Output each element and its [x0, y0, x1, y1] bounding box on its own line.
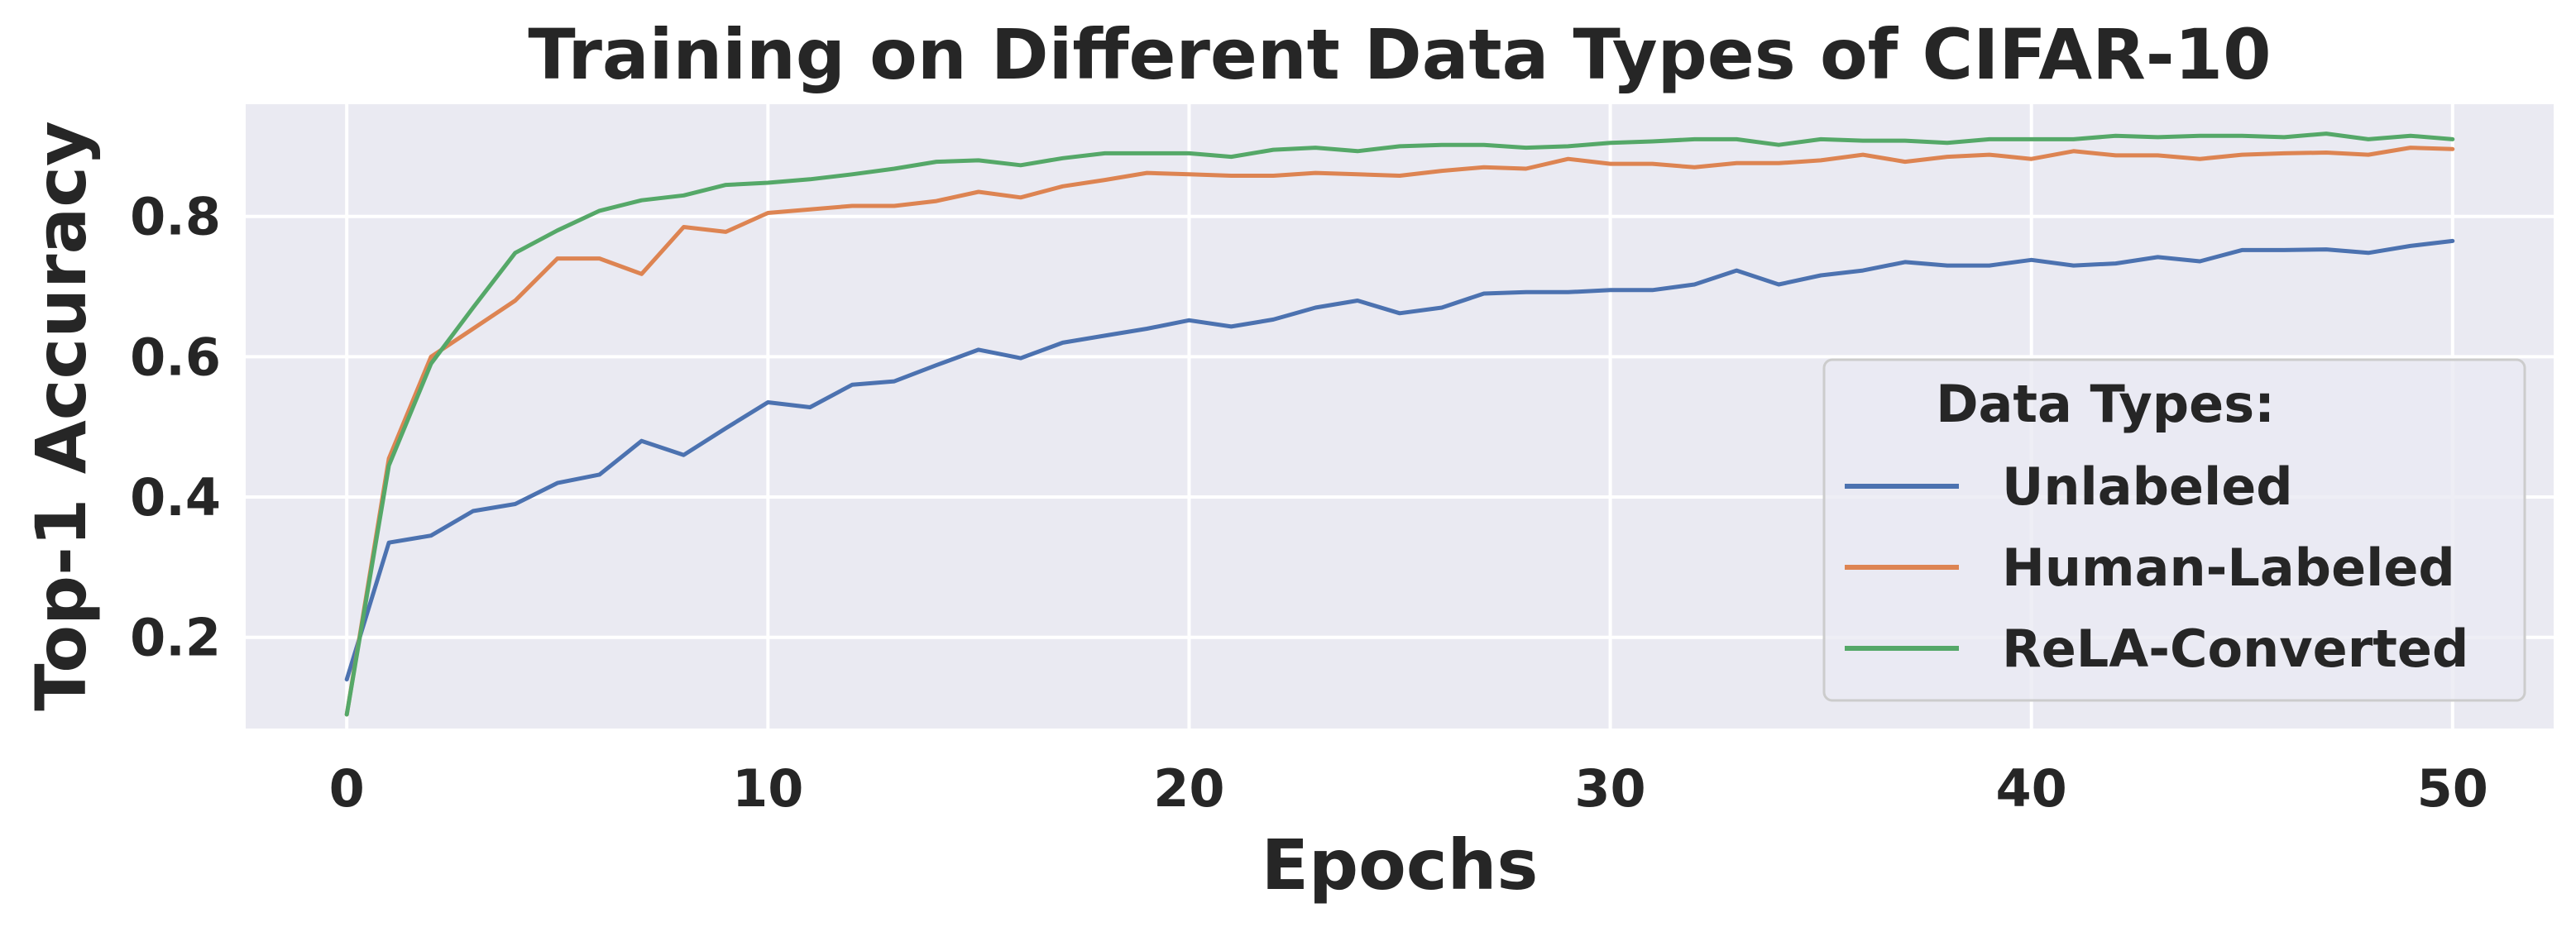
y-tick-label: 0.6 [130, 327, 221, 387]
x-tick-label: 50 [2417, 758, 2488, 819]
legend: Data Types: Unlabeled Human-Labeled ReLA-C… [1822, 358, 2526, 702]
legend-label-rela-converted: ReLA-Converted [2002, 619, 2468, 679]
x-tick-label: 0 [329, 758, 365, 819]
x-axis-label: Epochs [1262, 824, 1539, 905]
y-tick-label: 0.4 [130, 467, 221, 528]
y-axis-label: Top-1 Accuracy [21, 121, 102, 711]
series-line-rela-converted [344, 131, 2455, 717]
y-tick-label: 0.8 [130, 187, 221, 247]
y-tick-label: 0.2 [130, 608, 221, 668]
x-tick-label: 30 [1574, 758, 1645, 819]
series-line-unlabeled [344, 238, 2455, 682]
series-line-human-labeled [344, 146, 2455, 717]
legend-title: Data Types: [1936, 374, 2275, 434]
ticks: 0 10 20 30 40 50 0.2 0.4 0.6 0.8 [130, 187, 2488, 819]
x-tick-label: 20 [1153, 758, 1224, 819]
legend-label-unlabeled: Unlabeled [2002, 456, 2293, 517]
x-tick-label: 40 [1996, 758, 2067, 819]
legend-box [1822, 358, 2526, 702]
legend-items: Unlabeled Human-Labeled ReLA-Converted [1845, 456, 2468, 679]
series-layer [344, 131, 2455, 717]
chart-title: Training on Different Data Types of CIFA… [528, 14, 2271, 95]
x-tick-label: 10 [732, 758, 803, 819]
legend-label-human-labeled: Human-Labeled [2002, 538, 2455, 598]
